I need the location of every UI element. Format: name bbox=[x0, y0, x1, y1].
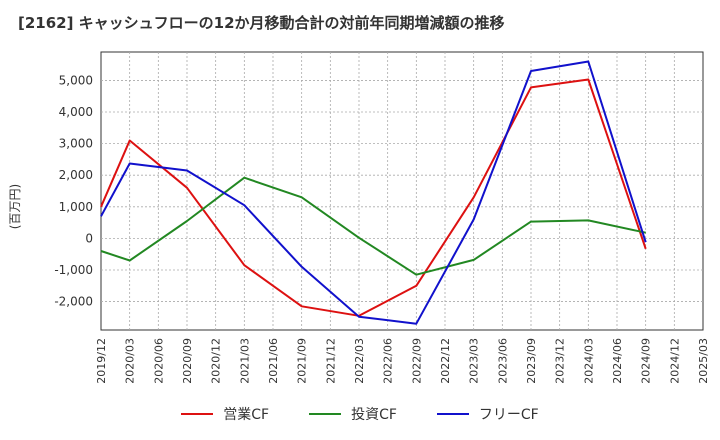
x-tick-label: 2024/06 bbox=[611, 338, 624, 384]
x-tick-label: 2023/06 bbox=[496, 338, 509, 384]
x-tick-label: 2022/12 bbox=[439, 338, 452, 384]
x-tick-label: 2020/09 bbox=[181, 338, 194, 384]
x-tick-label: 2025/03 bbox=[697, 338, 710, 384]
y-tick-label: 4,000 bbox=[59, 105, 93, 119]
x-tick-label: 2021/06 bbox=[267, 338, 280, 384]
legend-item: 投資CF bbox=[309, 404, 397, 424]
x-tick-label: 2021/09 bbox=[296, 338, 309, 384]
axes: 2019/12 2020/03 2020/06 2020/09 2020/12 2021/… bbox=[54, 73, 710, 383]
x-tick-label: 2022/06 bbox=[382, 338, 395, 384]
legend-item: 営業CF bbox=[181, 404, 269, 424]
series-line-投資CF bbox=[100, 176, 646, 276]
y-tick-label: -2,000 bbox=[54, 295, 93, 309]
legend-swatch bbox=[436, 413, 469, 415]
x-tick-label: 2020/12 bbox=[210, 338, 223, 384]
legend-label: 投資CF bbox=[351, 407, 397, 423]
x-tick-label: 2020/06 bbox=[152, 338, 165, 384]
legend-label: フリーCF bbox=[478, 407, 539, 423]
x-tick-label: 2023/12 bbox=[554, 338, 567, 384]
legend-item: フリーCF bbox=[436, 404, 539, 424]
x-tick-label: 2023/03 bbox=[468, 338, 481, 384]
y-tick-label: 5,000 bbox=[59, 73, 93, 87]
x-tick-label: 2020/03 bbox=[124, 338, 137, 384]
x-tick-label: 2024/12 bbox=[668, 338, 681, 384]
x-tick-label: 2021/03 bbox=[238, 338, 251, 384]
line-chart: 2019/12 2020/03 2020/06 2020/09 2020/12 2021/… bbox=[54, 51, 710, 384]
y-tick-label: 0 bbox=[85, 231, 93, 245]
legend-swatch bbox=[181, 413, 214, 415]
y-tick-label: 3,000 bbox=[59, 137, 93, 151]
x-tick-label: 2021/12 bbox=[324, 338, 337, 384]
x-tick-label: 2023/09 bbox=[525, 338, 538, 384]
x-tick-label: 2024/03 bbox=[582, 338, 595, 384]
x-tick-label: 2024/09 bbox=[640, 338, 653, 384]
legend-swatch bbox=[309, 413, 342, 415]
chart-title: [2162] キャッシュフローの12か月移動合計の対前年同期増減額の推移 bbox=[18, 14, 505, 32]
legend-label: 営業CF bbox=[223, 407, 270, 423]
y-tick-label: -1,000 bbox=[54, 263, 93, 277]
grid bbox=[100, 51, 704, 331]
x-tick-label: 2022/03 bbox=[353, 338, 366, 384]
legend: 営業CF 投資CF フリーCF bbox=[0, 404, 720, 424]
x-tick-label: 2019/12 bbox=[95, 338, 108, 384]
plot-frame bbox=[100, 51, 704, 331]
y-tick-label: 1,000 bbox=[59, 200, 93, 214]
y-tick-label: 2,000 bbox=[59, 168, 93, 182]
series-line-フリーCF bbox=[100, 60, 647, 325]
series-lines bbox=[100, 60, 647, 325]
x-tick-label: 2022/09 bbox=[410, 338, 423, 384]
